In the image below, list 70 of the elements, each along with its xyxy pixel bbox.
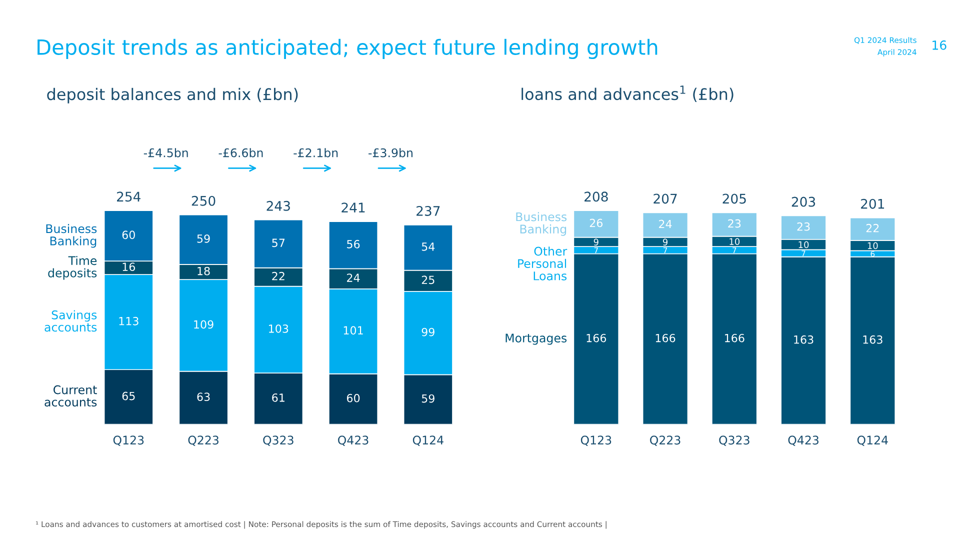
data-label: 9 [594, 238, 598, 246]
data-label: 10 [868, 242, 878, 250]
total-label: 254 [117, 192, 140, 202]
data-label: 56 [347, 240, 360, 248]
data-label: 25 [422, 276, 434, 284]
data-label: 59 [197, 234, 210, 243]
total-label: 205 [722, 194, 746, 204]
data-label: 9 [662, 238, 668, 246]
data-label: 103 [269, 324, 288, 333]
data-label: 60 [122, 230, 135, 240]
data-label: 23 [797, 222, 810, 231]
total-label: 201 [861, 198, 884, 209]
total-label: 208 [584, 192, 608, 202]
x-tick-label: Q223 [650, 436, 680, 446]
data-label: 99 [422, 328, 434, 336]
data-label: 109 [194, 320, 214, 329]
data-label: 22 [866, 224, 879, 232]
data-label: 22 [272, 272, 284, 280]
data-label: 166 [586, 334, 606, 342]
chart-title: deposit balances and mix (£bn) [47, 88, 298, 104]
x-tick-label: Q323 [263, 436, 294, 446]
series-label: Business Banking [516, 212, 567, 236]
x-tick-label: Q123 [113, 436, 144, 446]
total-label: 207 [654, 194, 677, 204]
data-label: 60 [346, 394, 360, 402]
series-label: Other Personal Loans [518, 246, 568, 280]
x-tick-label: Q323 [719, 436, 750, 446]
total-label: 237 [416, 206, 440, 216]
series-label: Current accounts [44, 385, 97, 407]
data-label: 163 [794, 335, 814, 344]
series-label: Business Banking [46, 224, 97, 248]
series-label: Mortgages [506, 334, 567, 345]
x-tick-label: Q124 [412, 436, 444, 446]
data-label: 10 [798, 241, 809, 248]
text: Deposit trends as anticipated; expect future lending growth [38, 38, 658, 60]
x-tick-label: Q423 [338, 436, 368, 446]
x-tick-label: Q123 [580, 436, 612, 446]
data-label: 26 [590, 218, 603, 228]
data-label: 166 [725, 334, 744, 342]
data-label: 163 [863, 335, 882, 344]
total-label: 241 [342, 202, 365, 212]
data-label: 61 [272, 393, 284, 402]
text: -£6.6bn [218, 148, 263, 158]
data-label: 24 [347, 274, 360, 282]
data-label: 16 [122, 262, 136, 272]
data-label: 166 [656, 334, 676, 342]
text: -£2.1bn [294, 148, 338, 158]
data-label: 24 [659, 220, 672, 228]
total-label: 250 [192, 196, 216, 206]
data-label: 113 [119, 316, 138, 326]
series-label: Time deposits [48, 256, 97, 280]
x-tick-label: Q423 [788, 436, 818, 446]
text: 16 [932, 40, 946, 50]
data-label: 54 [422, 242, 435, 251]
text: -£4.5bn [144, 148, 188, 158]
data-label: 63 [197, 392, 210, 402]
chart-title: loans and advances$^{1}$ (£bn) [522, 86, 734, 102]
data-label: 18 [198, 266, 210, 276]
x-tick-label: Q223 [188, 436, 218, 446]
total-label: 203 [792, 196, 816, 207]
series-label: Savings accounts [44, 310, 97, 332]
x-tick-label: Q124 [857, 436, 888, 446]
data-label: 59 [422, 394, 434, 403]
data-label: 57 [272, 238, 285, 248]
data-label: 10 [730, 238, 740, 245]
data-label: 65 [122, 392, 135, 400]
text: -£3.9bn [368, 148, 412, 158]
data-label: 23 [728, 219, 741, 228]
data-label: 101 [344, 326, 363, 335]
total-label: 243 [266, 200, 290, 211]
